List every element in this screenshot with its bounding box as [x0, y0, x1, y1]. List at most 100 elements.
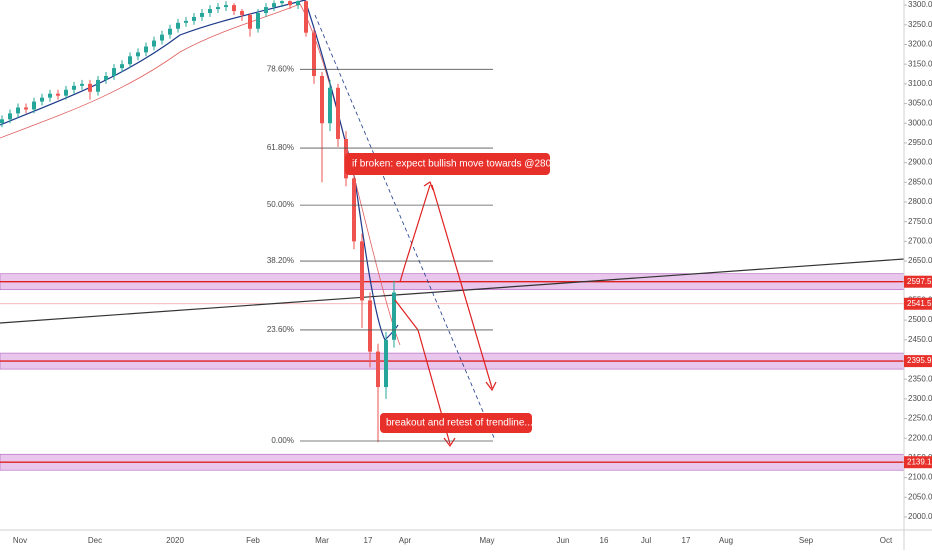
time-tick-label: 17 — [682, 536, 691, 545]
candle-body — [224, 5, 228, 8]
candle-body — [208, 9, 212, 13]
price-tag — [904, 275, 932, 288]
candle-body — [352, 178, 356, 242]
price-tick-label: 3200.0 — [908, 40, 932, 49]
candle-body — [88, 83, 92, 92]
time-tick-label: 2020 — [166, 536, 184, 545]
price-tick-label: 2300.0 — [908, 394, 932, 403]
fib-label: 38.20% — [267, 256, 294, 265]
price-tag-label: 2139.1 — [907, 457, 932, 466]
candle-body — [200, 12, 204, 17]
candle-body — [304, 1, 308, 33]
candle-body — [96, 79, 100, 92]
candle-body — [184, 20, 188, 23]
ma-fast — [0, 0, 399, 342]
time-tick-label: Feb — [246, 536, 260, 545]
time-tick-label: Sep — [799, 536, 814, 545]
annotation: breakout and retest of trendline... — [386, 418, 533, 429]
annotation-box — [380, 413, 532, 433]
ma-slow — [0, 3, 401, 346]
candle-body — [144, 46, 148, 53]
price-tick-label: 2000.0 — [908, 512, 932, 521]
candle-body — [272, 3, 276, 8]
candle-body — [16, 107, 20, 114]
time-tick-label: Oct — [880, 536, 893, 545]
fib-label: 23.60% — [267, 325, 294, 334]
time-tick-label: Jul — [641, 536, 651, 545]
price-tick-label: 3050.0 — [908, 99, 932, 108]
candle-body — [312, 32, 316, 76]
candle-body — [136, 52, 140, 57]
price-tick-label: 2100.0 — [908, 473, 932, 482]
annotation-box — [345, 153, 550, 175]
candle-body — [248, 14, 252, 29]
candle-body — [168, 28, 172, 35]
candle-body — [192, 16, 196, 21]
price-tag — [904, 297, 932, 310]
arrowhead — [485, 381, 497, 392]
price-tick-label: 2650.0 — [908, 256, 932, 265]
candle-body — [0, 119, 4, 124]
price-tick-label: 2950.0 — [908, 138, 932, 147]
candle-body — [160, 34, 164, 41]
time-tick-label: May — [479, 536, 494, 545]
price-tick-label: 3100.0 — [908, 79, 932, 88]
candle-body — [376, 351, 380, 388]
candle-body — [264, 7, 268, 13]
price-tag-label: 2395.9 — [907, 356, 932, 365]
axes: 2000.02050.02100.02150.02200.02250.02300… — [13, 0, 932, 545]
price-tick-label: 3000.0 — [908, 118, 932, 127]
candle-body — [152, 40, 156, 47]
candle-body — [280, 1, 284, 4]
arrow-up — [399, 184, 431, 283]
fib-levels: 78.60% 61.80% 50.00% 38.20% 23.60% 0.00% — [267, 64, 493, 445]
price-tick-label: 2900.0 — [908, 158, 932, 167]
candle-body — [256, 12, 260, 29]
price-tick-label: 2800.0 — [908, 197, 932, 206]
time-tick-label: Nov — [13, 536, 27, 545]
candles — [0, 0, 396, 443]
price-tick-label: 2750.0 — [908, 217, 932, 226]
price-tick-label: 3300.0 — [908, 0, 932, 9]
candle-body — [24, 107, 28, 110]
time-tick-label: Aug — [719, 536, 733, 545]
candle-body — [176, 22, 180, 29]
arrowhead — [423, 181, 434, 191]
price-tick-label: 2250.0 — [908, 414, 932, 423]
candle-body — [232, 5, 236, 12]
price-tick-label: 2850.0 — [908, 177, 932, 186]
candle-body — [368, 300, 372, 352]
price-tick-label: 2500.0 — [908, 315, 932, 324]
candle-body — [48, 93, 52, 98]
time-tick-label: Jun — [557, 536, 570, 545]
candle-body — [72, 85, 76, 90]
price-tick-label: 2700.0 — [908, 236, 932, 245]
price-tag — [904, 355, 932, 368]
time-tick-label: 17 — [364, 536, 373, 545]
fib-label: 50.00% — [267, 200, 294, 209]
candle-body — [112, 68, 116, 76]
fib-label: 61.80% — [267, 143, 294, 152]
price-tick-label: 3250.0 — [908, 20, 932, 29]
candle-body — [56, 93, 60, 96]
price-tick-label: 3150.0 — [908, 59, 932, 68]
candle-body — [128, 56, 132, 65]
fib-label: 78.60% — [267, 64, 294, 73]
fib-label: 0.00% — [271, 436, 294, 445]
candle-body — [360, 241, 364, 301]
price-tag-label: 2597.5 — [907, 277, 932, 286]
price-tag — [904, 456, 932, 469]
price-tick-label: 2050.0 — [908, 492, 932, 501]
candle-body — [336, 87, 340, 139]
price-tick-label: 2200.0 — [908, 433, 932, 442]
price-tick-label: 2350.0 — [908, 374, 932, 383]
candle-body — [240, 11, 244, 15]
time-tick-label: Mar — [315, 536, 329, 545]
price-tag-label: 2541.5 — [907, 299, 932, 308]
candle-body — [288, 1, 292, 6]
zones — [0, 273, 905, 471]
time-tick-label: Apr — [399, 536, 412, 545]
candle-body — [8, 113, 12, 120]
candle-body — [216, 7, 220, 10]
